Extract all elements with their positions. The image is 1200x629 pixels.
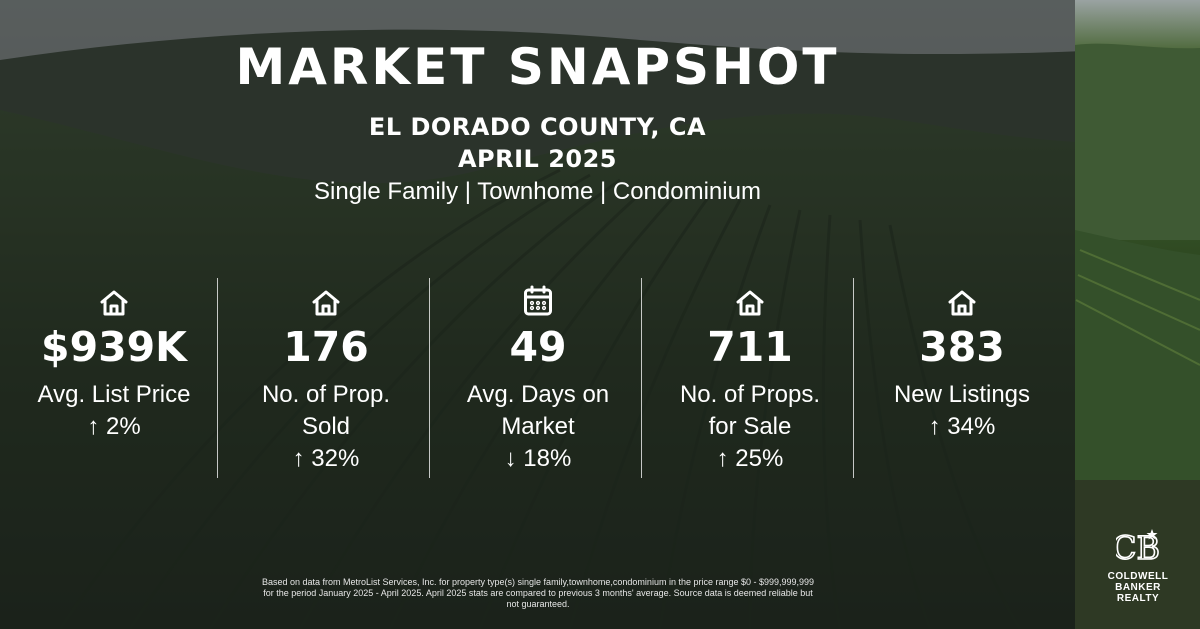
house-icon [8, 283, 220, 317]
logo-text: REALTY [1116, 593, 1160, 604]
footnote-line: Based on data from MetroList Services, I… [261, 577, 815, 587]
property-types: Single Family | Townhome | Condominium [314, 178, 761, 205]
footnote-line: for the period January 2025 - April 2025… [263, 588, 813, 598]
stat-change: ↑ 25% [716, 445, 784, 472]
stat-avg-days-on-market: 49 Avg. Days on Market ↓ 18% [432, 283, 644, 475]
stat-change: ↑ 2% [87, 413, 141, 440]
house-icon [220, 283, 432, 317]
stat-label-line-2: for Sale [708, 413, 792, 440]
period-heading: APRIL 2025 [457, 145, 618, 173]
house-icon [856, 283, 1068, 317]
stat-change: ↑ 34% [928, 413, 996, 440]
stat-props-for-sale: 711 No. of Props. for Sale ↑ 25% [644, 283, 856, 475]
coldwell-banker-logo: CB COLDWELL BANKER REALTY [1098, 526, 1178, 604]
stat-value: 711 [707, 323, 793, 371]
stat-avg-list-price: $939K Avg. List Price ↑ 2% [8, 283, 220, 443]
footnote-line: not guaranteed. [506, 599, 570, 609]
stat-change: ↑ 32% [292, 445, 360, 472]
stat-value: 383 [919, 323, 1005, 371]
stat-new-listings: 383 New Listings ↑ 34% [856, 283, 1068, 443]
page-title: MARKET SNAPSHOT [235, 38, 840, 96]
divider [641, 278, 642, 478]
disclaimer-footnote: Based on data from MetroList Services, I… [232, 577, 844, 610]
divider [217, 278, 218, 478]
cb-monogram-icon: CB [1111, 528, 1161, 568]
stat-props-sold: 176 No. of Prop. Sold ↑ 32% [220, 283, 432, 475]
stat-value: $939K [41, 323, 187, 371]
stat-label: Avg. Days on [466, 381, 610, 408]
stat-label-line-2: Market [501, 413, 575, 440]
stat-label-line-2: Sold [301, 413, 351, 440]
stat-label: No. of Prop. [261, 381, 391, 408]
calendar-icon [432, 283, 644, 317]
stat-value: 49 [509, 323, 567, 371]
divider [429, 278, 430, 478]
house-icon [644, 283, 856, 317]
logo-text: COLDWELL [1107, 571, 1169, 582]
region-heading: EL DORADO COUNTY, CA [368, 113, 707, 141]
stat-change: ↓ 18% [504, 445, 572, 472]
stat-value: 176 [283, 323, 369, 371]
stat-label: No. of Props. [679, 381, 821, 408]
divider [853, 278, 854, 478]
logo-text: BANKER [1115, 582, 1161, 593]
stat-label: New Listings [893, 381, 1031, 408]
stat-label: Avg. List Price [37, 381, 191, 408]
